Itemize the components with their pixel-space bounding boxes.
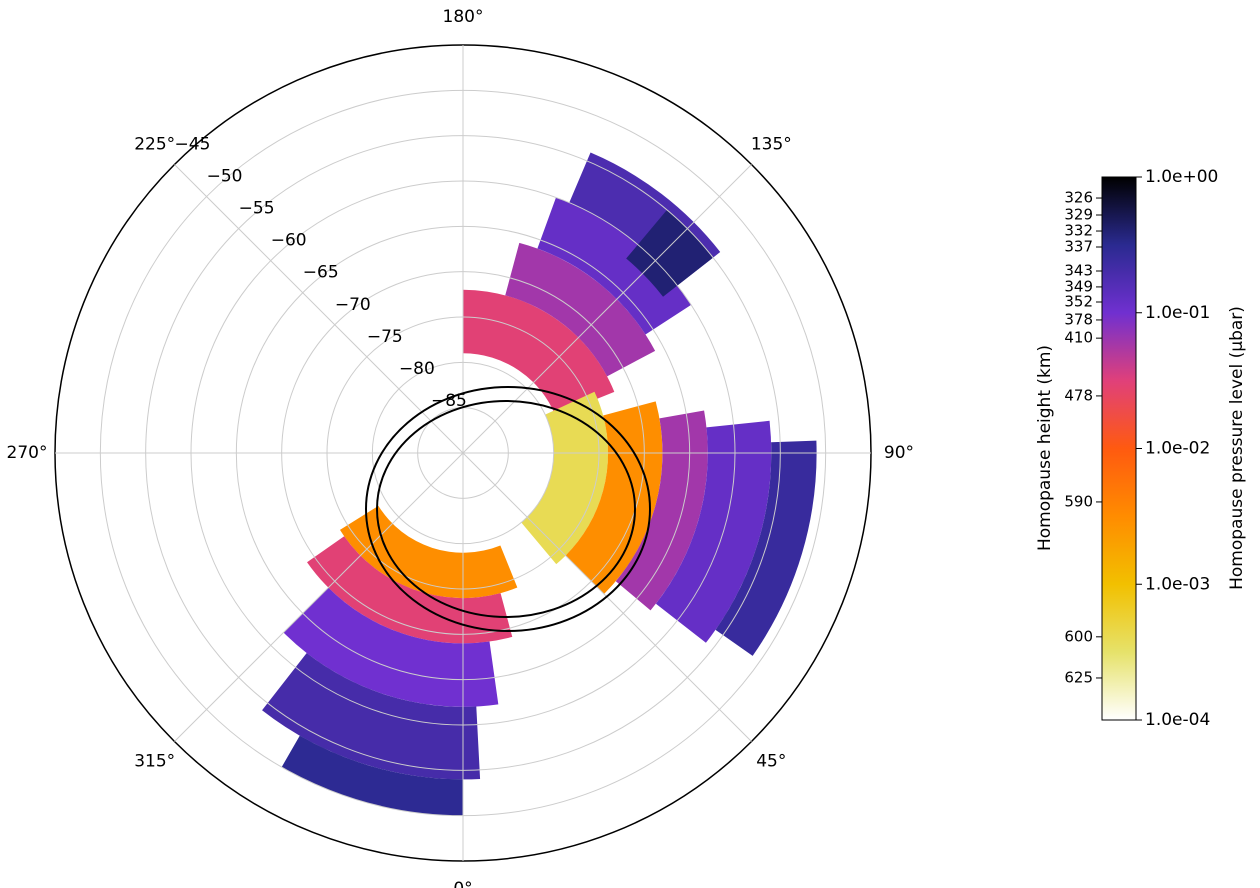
grid-spoke [174, 452, 464, 742]
height-tick-label: 343 [1064, 262, 1093, 280]
heat-cell [505, 242, 656, 377]
height-tick-label: 352 [1064, 293, 1093, 311]
height-tick-label: 337 [1064, 238, 1093, 256]
theta-tick-label: 180° [443, 7, 484, 27]
heat-cell [655, 420, 772, 643]
height-tick-label: 349 [1064, 277, 1093, 295]
heat-cell [307, 536, 513, 644]
r-tick-label: −60 [271, 231, 307, 251]
colorbar-tick-label: 1.0e-04 [1145, 710, 1210, 730]
r-tick-label: −80 [399, 359, 435, 379]
r-tick-label: −45 [175, 135, 211, 155]
colorbar-label: Homopause pressure level (µbar) [1227, 306, 1247, 590]
grid-spoke [174, 164, 464, 454]
colorbar [1101, 176, 1137, 721]
r-tick-label: −70 [335, 295, 371, 315]
theta-tick-label: 135° [751, 135, 792, 155]
heat-cell [339, 505, 518, 599]
height-tick-label: 378 [1064, 310, 1093, 328]
theta-tick-label: 315° [134, 751, 175, 771]
oval-outer [365, 386, 651, 632]
theta-tick-label: 225° [134, 135, 175, 155]
height-tick-label: 326 [1064, 189, 1093, 207]
heat-cell [521, 391, 609, 565]
height-tick-label: 329 [1064, 205, 1093, 223]
theta-tick-label: 0° [453, 879, 472, 888]
height-axis-label: Homopause height (km) [1035, 345, 1055, 551]
height-tick-label: 590 [1064, 492, 1093, 510]
colorbar-tick-label: 1.0e+00 [1145, 167, 1218, 187]
colorbar-tick-label: 1.0e-03 [1145, 574, 1210, 594]
theta-tick-label: 270° [7, 443, 48, 463]
heat-cell [565, 401, 663, 595]
height-tick-label: 410 [1064, 329, 1093, 347]
colorbar-tick-label: 1.0e-01 [1145, 303, 1210, 323]
heat-cell [537, 197, 692, 335]
grid-spoke [462, 164, 752, 454]
heat-cell [626, 209, 714, 297]
heat-cell [281, 735, 463, 816]
oval-inner [376, 400, 636, 618]
r-tick-label: −55 [239, 199, 275, 219]
theta-tick-label: 45° [756, 751, 786, 771]
height-tick-label: 600 [1064, 627, 1093, 645]
heat-cell [615, 410, 708, 611]
height-tick-label: 332 [1064, 222, 1093, 240]
colorbar-tick-label: 1.0e-02 [1145, 439, 1210, 459]
r-tick-label: −50 [207, 167, 243, 187]
heat-cell [283, 587, 499, 707]
r-tick-label: −85 [431, 391, 467, 411]
r-tick-label: −65 [303, 263, 339, 283]
theta-tick-label: 90° [884, 443, 914, 463]
height-tick-label: 478 [1064, 386, 1093, 404]
heat-cell [262, 653, 481, 780]
r-tick-label: −75 [367, 327, 403, 347]
heat-cell [463, 289, 615, 416]
height-tick-label: 625 [1064, 668, 1093, 686]
